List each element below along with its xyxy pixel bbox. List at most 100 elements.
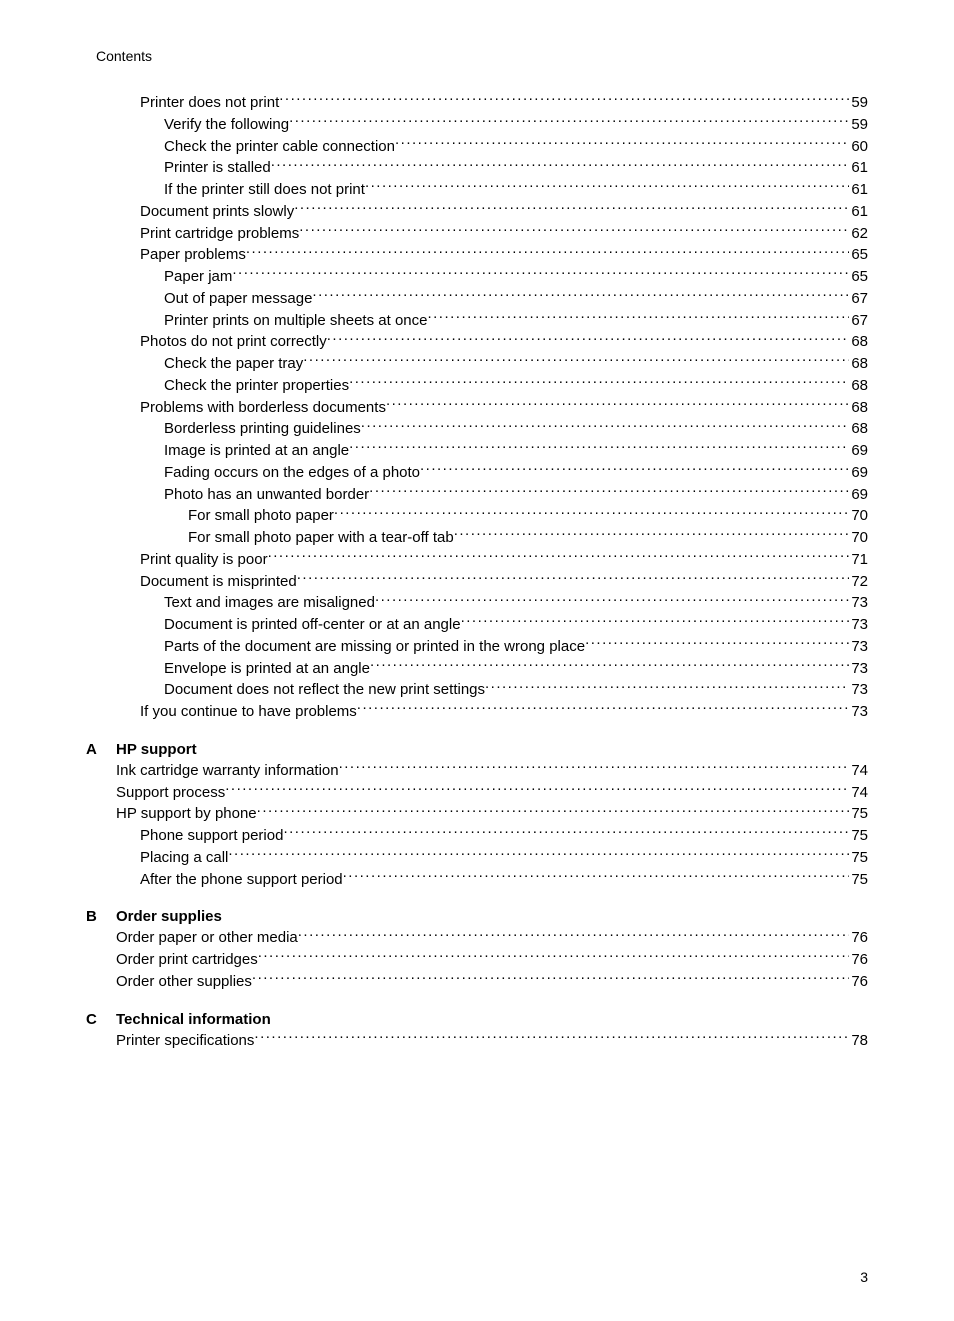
toc-entry[interactable]: Borderless printing guidelines68 xyxy=(86,418,868,440)
toc-entry[interactable]: HP support by phone75 xyxy=(86,803,868,825)
toc-entry-label: Envelope is printed at an angle xyxy=(164,658,370,680)
toc-entry[interactable]: Envelope is printed at an angle73 xyxy=(86,658,868,680)
toc-entry[interactable]: For small photo paper 70 xyxy=(86,505,868,527)
toc-entry-label: Order paper or other media xyxy=(116,927,298,949)
toc-entry[interactable]: Verify the following59 xyxy=(86,114,868,136)
toc-entry-label: For small photo paper xyxy=(188,505,334,527)
toc-entry-label: Out of paper message xyxy=(164,288,312,310)
toc-entry[interactable]: Order paper or other media76 xyxy=(86,927,868,949)
toc-entry[interactable]: Ink cartridge warranty information74 xyxy=(86,760,868,782)
toc-entry[interactable]: If you continue to have problems 73 xyxy=(86,701,868,723)
toc-section-head: AHP support xyxy=(86,741,868,758)
toc-leader-dots xyxy=(252,971,849,986)
toc-leader-dots xyxy=(312,288,849,303)
toc-entry[interactable]: Check the printer properties68 xyxy=(86,375,868,397)
toc-entry[interactable]: Printer specifications 78 xyxy=(86,1030,868,1052)
toc-entry-page: 61 xyxy=(849,201,868,223)
running-head: Contents xyxy=(86,48,868,64)
toc-entry-label: Placing a call xyxy=(140,847,228,869)
toc-entry-page: 73 xyxy=(849,592,868,614)
toc-entry[interactable]: Printer prints on multiple sheets at onc… xyxy=(86,310,868,332)
toc-leader-dots xyxy=(232,266,849,281)
toc-section-title: Technical information xyxy=(116,1011,868,1028)
toc-entry-label: Document is misprinted xyxy=(140,571,297,593)
toc-entry[interactable]: Support process74 xyxy=(86,782,868,804)
toc-leader-dots xyxy=(289,114,849,129)
toc-leader-dots xyxy=(254,1030,849,1045)
toc-leader-dots xyxy=(303,353,849,368)
toc-entry[interactable]: Document is printed off-center or at an … xyxy=(86,614,868,636)
toc-entry-page: 68 xyxy=(849,375,868,397)
toc-leader-dots xyxy=(454,527,850,542)
toc-entry[interactable]: Phone support period75 xyxy=(86,825,868,847)
toc-entry[interactable]: Order print cartridges76 xyxy=(86,949,868,971)
toc-entry-page: 75 xyxy=(849,847,868,869)
toc-entry[interactable]: Print cartridge problems 62 xyxy=(86,223,868,245)
toc-leader-dots xyxy=(357,701,850,716)
toc-leader-dots xyxy=(228,847,849,862)
toc-entry-page: 68 xyxy=(849,331,868,353)
toc-section: CTechnical information Printer specificat… xyxy=(86,1011,868,1052)
toc-sections: AHP support Ink cartridge warranty inform… xyxy=(86,741,868,1052)
toc-entry[interactable]: Check the printer cable connection60 xyxy=(86,136,868,158)
toc-entry[interactable]: Document does not reflect the new print … xyxy=(86,679,868,701)
toc-leader-dots xyxy=(257,803,850,818)
toc-leader-dots xyxy=(386,397,849,412)
toc-leader-dots xyxy=(294,201,849,216)
toc-entry[interactable]: Paper problems65 xyxy=(86,244,868,266)
toc-entry-label: Order print cartridges xyxy=(116,949,258,971)
toc-entry-page: 78 xyxy=(849,1030,868,1052)
toc-entry[interactable]: Printer does not print59 xyxy=(86,92,868,114)
toc-leader-dots xyxy=(375,592,849,607)
toc-leader-dots xyxy=(297,571,850,586)
toc-entry[interactable]: For small photo paper with a tear-off ta… xyxy=(86,527,868,549)
toc-leader-dots xyxy=(349,375,849,390)
toc-entry[interactable]: Parts of the document are missing or pri… xyxy=(86,636,868,658)
toc-entry[interactable]: Print quality is poor71 xyxy=(86,549,868,571)
toc-entry-page: 62 xyxy=(849,223,868,245)
toc-entry-label: Order other supplies xyxy=(116,971,252,993)
toc-section-letter: A xyxy=(86,741,116,758)
toc-entry-page: 68 xyxy=(849,397,868,419)
toc-entry-label: Problems with borderless documents xyxy=(140,397,386,419)
toc-entry[interactable]: Printer is stalled61 xyxy=(86,157,868,179)
toc-entry-label: Printer is stalled xyxy=(164,157,271,179)
toc-entry[interactable]: Fading occurs on the edges of a photo69 xyxy=(86,462,868,484)
toc-entry[interactable]: Photos do not print correctly68 xyxy=(86,331,868,353)
toc-entry[interactable]: Paper jam 65 xyxy=(86,266,868,288)
toc-leader-dots xyxy=(427,310,849,325)
toc-entry[interactable]: After the phone support period75 xyxy=(86,869,868,891)
toc-entry-page: 72 xyxy=(849,571,868,593)
toc-entry[interactable]: Document is misprinted 72 xyxy=(86,571,868,593)
toc-leader-dots xyxy=(370,658,849,673)
toc-entry[interactable]: If the printer still does not print61 xyxy=(86,179,868,201)
toc-entry-label: Printer specifications xyxy=(116,1030,254,1052)
toc-entry-page: 73 xyxy=(849,701,868,723)
toc-entry[interactable]: Problems with borderless documents 68 xyxy=(86,397,868,419)
toc-entry[interactable]: Image is printed at an angle69 xyxy=(86,440,868,462)
toc-entry-label: Support process xyxy=(116,782,225,804)
toc-entry-label: Document does not reflect the new print … xyxy=(164,679,485,701)
toc-section-head: CTechnical information xyxy=(86,1011,868,1028)
toc-entry-page: 65 xyxy=(849,266,868,288)
toc-leader-dots xyxy=(283,825,849,840)
toc-entry[interactable]: Document prints slowly61 xyxy=(86,201,868,223)
toc-entry[interactable]: Photo has an unwanted border69 xyxy=(86,484,868,506)
toc-entry[interactable]: Placing a call 75 xyxy=(86,847,868,869)
toc-entry-label: For small photo paper with a tear-off ta… xyxy=(188,527,454,549)
toc-entry-label: Photo has an unwanted border xyxy=(164,484,369,506)
toc-entry[interactable]: Out of paper message67 xyxy=(86,288,868,310)
toc-entry-label: Check the printer cable connection xyxy=(164,136,395,158)
toc-entry[interactable]: Check the paper tray68 xyxy=(86,353,868,375)
toc-entry[interactable]: Order other supplies 76 xyxy=(86,971,868,993)
toc-entry-label: If you continue to have problems xyxy=(140,701,357,723)
toc-entry-label: Verify the following xyxy=(164,114,289,136)
toc-entry-label: Print cartridge problems xyxy=(140,223,299,245)
toc-leader-dots xyxy=(334,505,849,520)
toc-entry-label: Paper jam xyxy=(164,266,232,288)
toc-entry-page: 70 xyxy=(849,505,868,527)
toc-leader-dots xyxy=(420,462,849,477)
toc-entry[interactable]: Text and images are misaligned73 xyxy=(86,592,868,614)
toc-entry-label: Ink cartridge warranty information xyxy=(116,760,339,782)
toc-entry-page: 76 xyxy=(849,971,868,993)
